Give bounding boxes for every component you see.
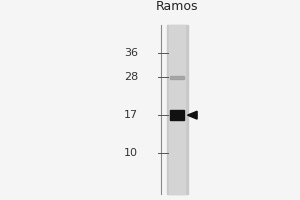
Bar: [170, 110, 184, 120]
Bar: [170, 76, 184, 79]
Text: 36: 36: [124, 48, 138, 58]
Text: Ramos: Ramos: [156, 0, 198, 13]
Bar: [167, 25, 188, 194]
Bar: [169, 25, 184, 194]
Polygon shape: [188, 111, 197, 119]
Text: 17: 17: [124, 110, 138, 120]
Text: 10: 10: [124, 148, 138, 158]
Text: 28: 28: [124, 72, 138, 82]
